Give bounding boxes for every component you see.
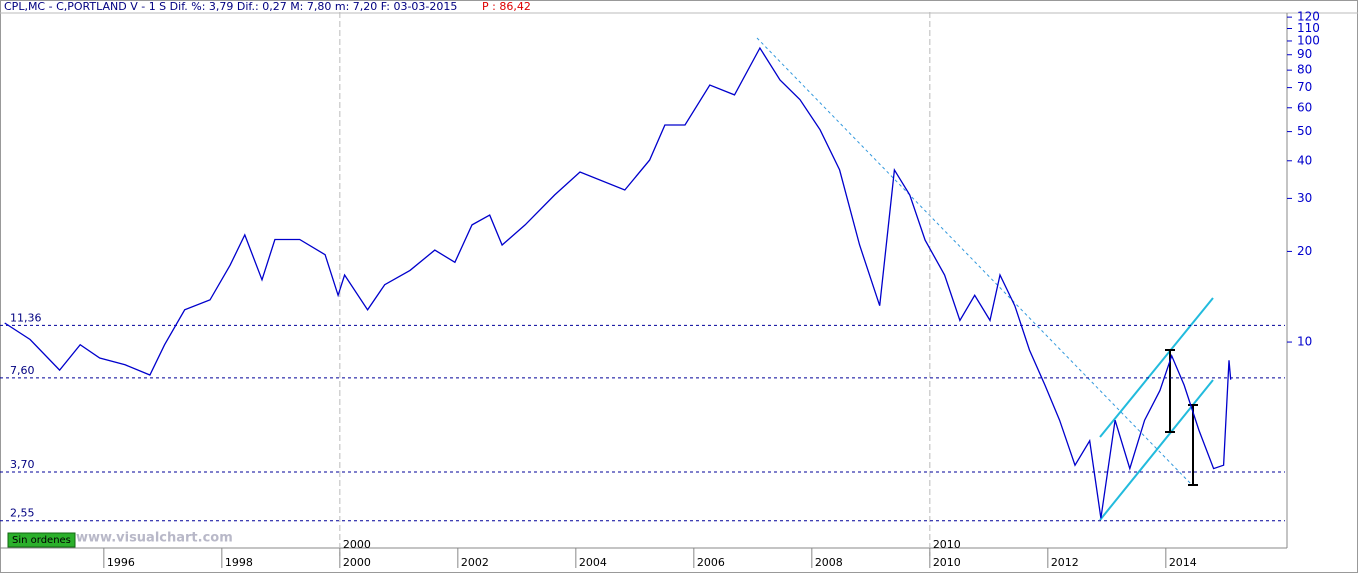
channel-line: [1099, 379, 1214, 521]
y-tick-label: 20: [1297, 244, 1312, 258]
y-tick-label: 70: [1297, 80, 1312, 94]
decade-label: 2000: [343, 538, 371, 551]
x-tick-label: 1996: [107, 556, 135, 569]
y-tick-label: 50: [1297, 124, 1312, 138]
channel-line: [1099, 297, 1214, 438]
x-tick-label: 2010: [933, 556, 961, 569]
badge: Sin ordenes: [12, 535, 71, 546]
x-tick-label: 1998: [225, 556, 253, 569]
x-tick-label: 2002: [461, 556, 489, 569]
trend-line: [756, 37, 1193, 486]
decade-label: 2010: [933, 538, 961, 551]
y-tick-label: 80: [1297, 63, 1312, 77]
measure-arrows: [1165, 349, 1198, 486]
x-tick-label: 2014: [1169, 556, 1197, 569]
x-tick-label: 2008: [815, 556, 843, 569]
level-label: 11,36: [10, 311, 42, 324]
level-label: 3,70: [10, 458, 35, 471]
level-label: 7,60: [10, 364, 35, 377]
level-label: 2,55: [10, 507, 35, 520]
header-text: CPL,MC - C,PORTLAND V - 1 S Dif. %: 3,79…: [4, 0, 457, 13]
x-tick-label: 2006: [697, 556, 725, 569]
header-price: P : 86,42: [482, 0, 531, 13]
badge-box: [7, 532, 76, 548]
y-tick-label: 110: [1297, 21, 1320, 35]
price-line: [4, 46, 1232, 519]
x-tick-label: 2000: [343, 556, 371, 569]
x-tick-label: 2004: [579, 556, 607, 569]
y-tick-label: 10: [1297, 335, 1312, 349]
watermark: www.visualchart.com: [76, 531, 233, 546]
y-tick-label: 30: [1297, 191, 1312, 205]
y-tick-label: 100: [1297, 33, 1320, 47]
y-tick-label: 60: [1297, 100, 1312, 114]
x-tick-label: 2012: [1051, 556, 1079, 569]
y-tick-label: 40: [1297, 153, 1312, 167]
y-tick-label: 120: [1297, 10, 1320, 24]
y-tick-label: 90: [1297, 47, 1312, 61]
